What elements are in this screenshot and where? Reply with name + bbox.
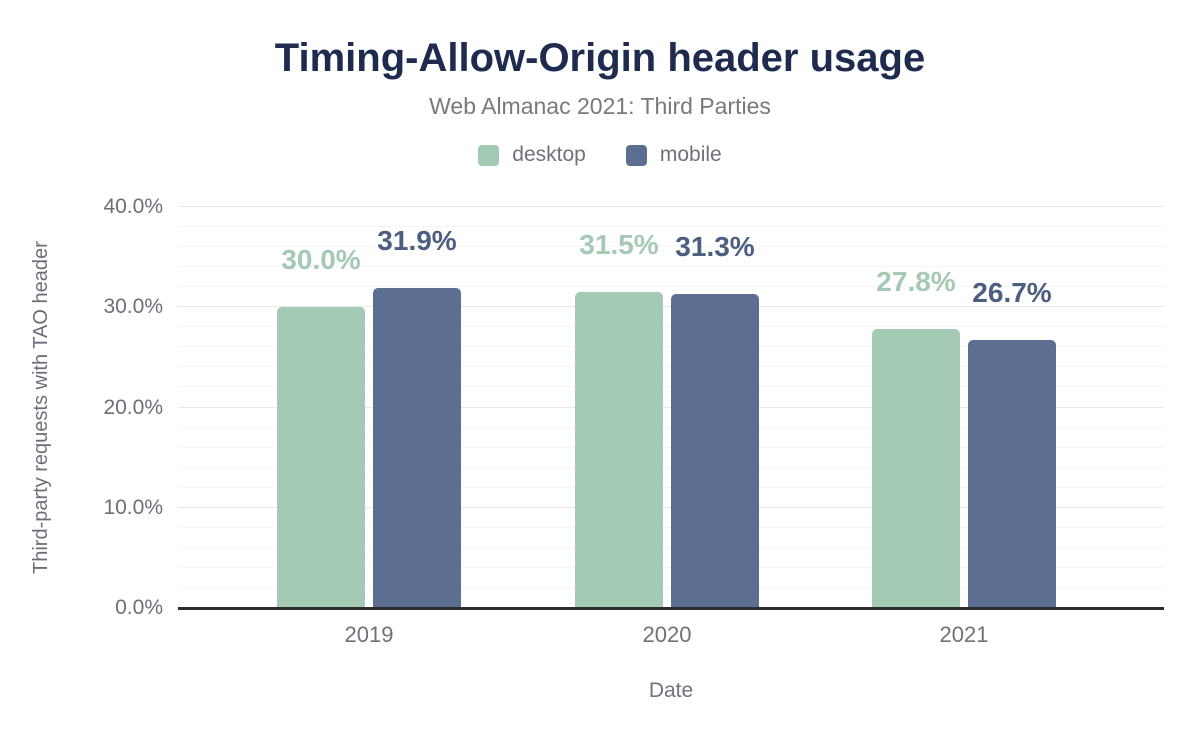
chart-subtitle: Web Almanac 2021: Third Parties xyxy=(429,93,771,119)
bar-value-desktop-2020: 31.5% xyxy=(579,229,659,261)
x-tick-label: 2019 xyxy=(344,622,394,647)
x-tick-label: 2021 xyxy=(939,622,989,647)
legend-label-desktop: desktop xyxy=(512,143,586,166)
y-tick-label: 20.0% xyxy=(103,395,163,419)
x-axis-title: Date xyxy=(648,679,694,702)
legend-item-desktop: desktop xyxy=(478,143,586,167)
chart-title: Timing-Allow-Origin header usage xyxy=(274,36,926,80)
bar-desktop-2019 xyxy=(277,307,365,608)
x-tick-label: 2020 xyxy=(642,622,692,647)
bar-desktop-2021 xyxy=(872,329,960,608)
bar-mobile-2019 xyxy=(373,288,461,608)
bar-value-mobile-2019: 31.9% xyxy=(377,225,457,257)
bar-desktop-2020 xyxy=(575,292,663,608)
bar-mobile-2020 xyxy=(671,294,759,608)
plot-area: 0.0% 10.0% 20.0% 30.0% 40.0% 30.0% 31.9% 2019 31… xyxy=(103,195,1164,647)
legend-item-mobile: mobile xyxy=(625,143,722,167)
bar-value-mobile-2021: 26.7% xyxy=(972,277,1052,309)
gridline-minor xyxy=(178,226,1164,228)
bar-mobile-2021 xyxy=(968,340,1056,608)
gridline-major xyxy=(178,206,1164,207)
gridline-minor xyxy=(178,266,1164,268)
legend-label-mobile: mobile xyxy=(659,143,722,166)
y-tick-label: 40.0% xyxy=(103,195,163,218)
y-tick-label: 10.0% xyxy=(103,495,163,519)
bar-value-desktop-2021: 27.8% xyxy=(876,266,956,298)
mobile-swatch-icon xyxy=(625,144,647,166)
bar-value-desktop-2019: 30.0% xyxy=(281,244,361,276)
gridline-minor xyxy=(178,286,1164,288)
y-tick-label: 30.0% xyxy=(103,295,163,319)
gridline-minor xyxy=(178,246,1164,248)
legend: desktop mobile xyxy=(0,143,1200,167)
y-tick-label: 0.0% xyxy=(115,596,163,619)
x-axis-line xyxy=(178,607,1164,610)
bar-value-mobile-2020: 31.3% xyxy=(675,231,755,263)
desktop-swatch-icon xyxy=(478,144,500,166)
